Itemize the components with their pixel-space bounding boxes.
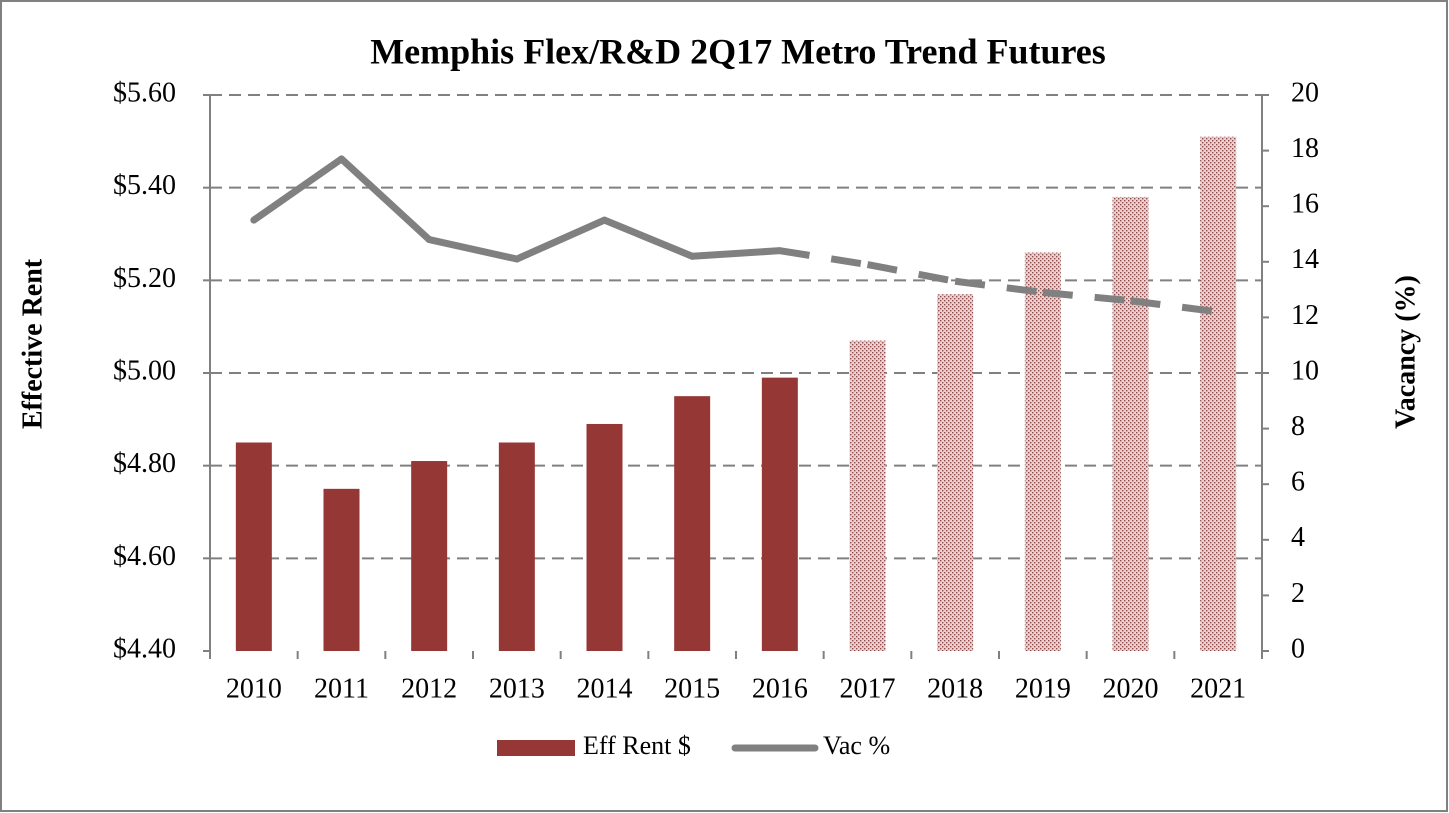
x-tick-label: 2015	[664, 673, 720, 704]
y-tick-label: $5.20	[113, 263, 176, 294]
bar	[1024, 252, 1061, 652]
x-tick-label: 2013	[489, 673, 545, 704]
vacancy-line-segment	[866, 261, 956, 285]
y-tick-label: $4.40	[113, 633, 176, 664]
bar	[1112, 196, 1149, 651]
vacancy-line-segment	[601, 216, 696, 260]
y2-tick-label: 16	[1291, 189, 1319, 220]
vacancy-line-segment	[688, 247, 784, 260]
y2-tick-label: 6	[1291, 467, 1305, 498]
y2-tick-label: 10	[1291, 355, 1319, 386]
vacancy-line-segment	[513, 216, 608, 263]
legend-label: Eff Rent $	[583, 731, 691, 760]
legend-label: Vac %	[823, 731, 890, 760]
y-tick-label: $4.80	[113, 448, 176, 479]
x-tick-label: 2014	[577, 673, 633, 704]
vacancy-line-segment	[1042, 288, 1131, 305]
x-tick-label: 2019	[1015, 673, 1071, 704]
vacancy-line-segment	[954, 277, 1044, 296]
vacancy-line-segment	[779, 247, 869, 269]
y-tick-label: $5.60	[113, 77, 176, 108]
x-tick-label: 2012	[401, 673, 457, 704]
y-axis-label: Effective Rent	[17, 258, 48, 429]
x-tick-label: 2018	[927, 673, 983, 704]
y-tick-label: $5.00	[113, 355, 176, 386]
x-tick-label: 2021	[1190, 673, 1246, 704]
x-tick-label: 2011	[314, 673, 369, 704]
x-tick-label: 2010	[226, 673, 282, 704]
y-tick-label: $5.40	[113, 170, 176, 201]
y2-tick-label: 18	[1291, 133, 1319, 164]
bar	[411, 461, 448, 651]
bar	[937, 294, 974, 651]
y2-axis-label: Vacancy (%)	[1390, 275, 1421, 429]
x-tick-label: 2017	[840, 673, 896, 704]
y2-tick-label: 20	[1291, 77, 1319, 108]
bar	[586, 423, 623, 651]
vacancy-line-segment	[250, 155, 345, 224]
bar	[674, 396, 711, 651]
x-tick-label: 2016	[752, 673, 808, 704]
bar	[849, 340, 886, 651]
vacancy-line-segment	[425, 236, 521, 263]
bar	[235, 442, 272, 651]
y2-tick-label: 0	[1291, 633, 1305, 664]
bar	[498, 442, 535, 651]
y2-tick-label: 12	[1291, 300, 1319, 331]
y2-tick-label: 2	[1291, 578, 1305, 609]
legend-swatch	[497, 740, 575, 756]
vacancy-line-segment	[1130, 297, 1219, 316]
y-tick-label: $4.60	[113, 541, 176, 572]
y2-tick-label: 4	[1291, 522, 1305, 553]
vacancy-line-segment	[338, 155, 433, 244]
bar	[323, 488, 360, 651]
y2-tick-label: 14	[1291, 244, 1319, 275]
bar	[1200, 136, 1237, 651]
bar	[761, 377, 798, 651]
y2-tick-label: 8	[1291, 411, 1305, 442]
chart-title: Memphis Flex/R&D 2Q17 Metro Trend Future…	[370, 31, 1106, 71]
x-tick-label: 2020	[1103, 673, 1159, 704]
